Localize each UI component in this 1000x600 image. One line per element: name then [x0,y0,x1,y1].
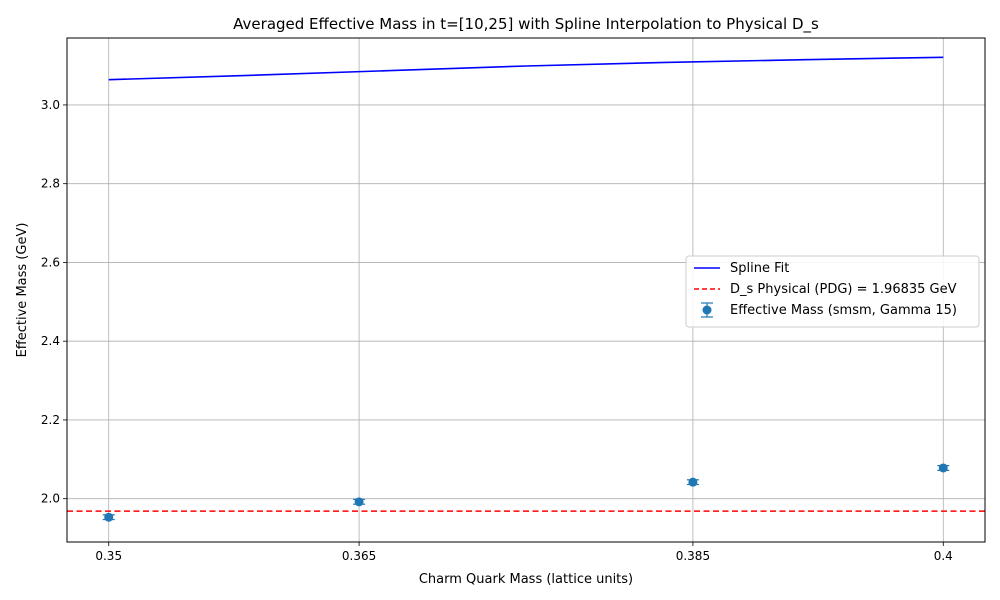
y-axis-label: Effective Mass (GeV) [15,223,30,358]
y-tick-label: 3.0 [41,98,60,112]
x-tick-label: 0.385 [676,549,710,563]
legend: Spline Fit D_s Physical (PDG) = 1.96835 … [685,255,980,328]
plot-frame [66,37,986,543]
x-tick-label: 0.365 [342,549,376,563]
y-tick-label: 2.6 [41,255,60,269]
x-tick-label: 0.35 [95,549,122,563]
scatter-layer [102,463,950,522]
spline-layer [108,56,944,81]
y-tick-label: 2.0 [41,492,60,506]
x-ticks-layer: 0.35 0.365 0.385 0.4 [95,542,953,563]
legend-scatter-swatch [701,302,713,318]
legend-marker [702,305,712,315]
legend-reference-label: D_s Physical (PDG) = 1.96835 GeV [730,282,957,297]
legend-box [685,255,980,328]
y-tick-label: 2.4 [41,334,60,348]
data-point [688,477,698,487]
y-tick-label: 2.8 [41,177,60,191]
legend-scatter-label: Effective Mass (smsm, Gamma 15) [730,303,957,318]
data-point [938,463,948,473]
chart-title: Averaged Effective Mass in t=[10,25] wit… [233,15,819,34]
data-point [354,497,364,507]
legend-spline-label: Spline Fit [730,261,789,276]
x-tick-label: 0.4 [934,549,953,563]
spline-fit-line [108,56,944,81]
y-ticks-layer: 2.0 2.2 2.4 2.6 2.8 3.0 [41,98,67,506]
data-point [104,512,114,522]
y-tick-label: 2.2 [41,413,60,427]
x-axis-label: Charm Quark Mass (lattice units) [419,572,633,587]
